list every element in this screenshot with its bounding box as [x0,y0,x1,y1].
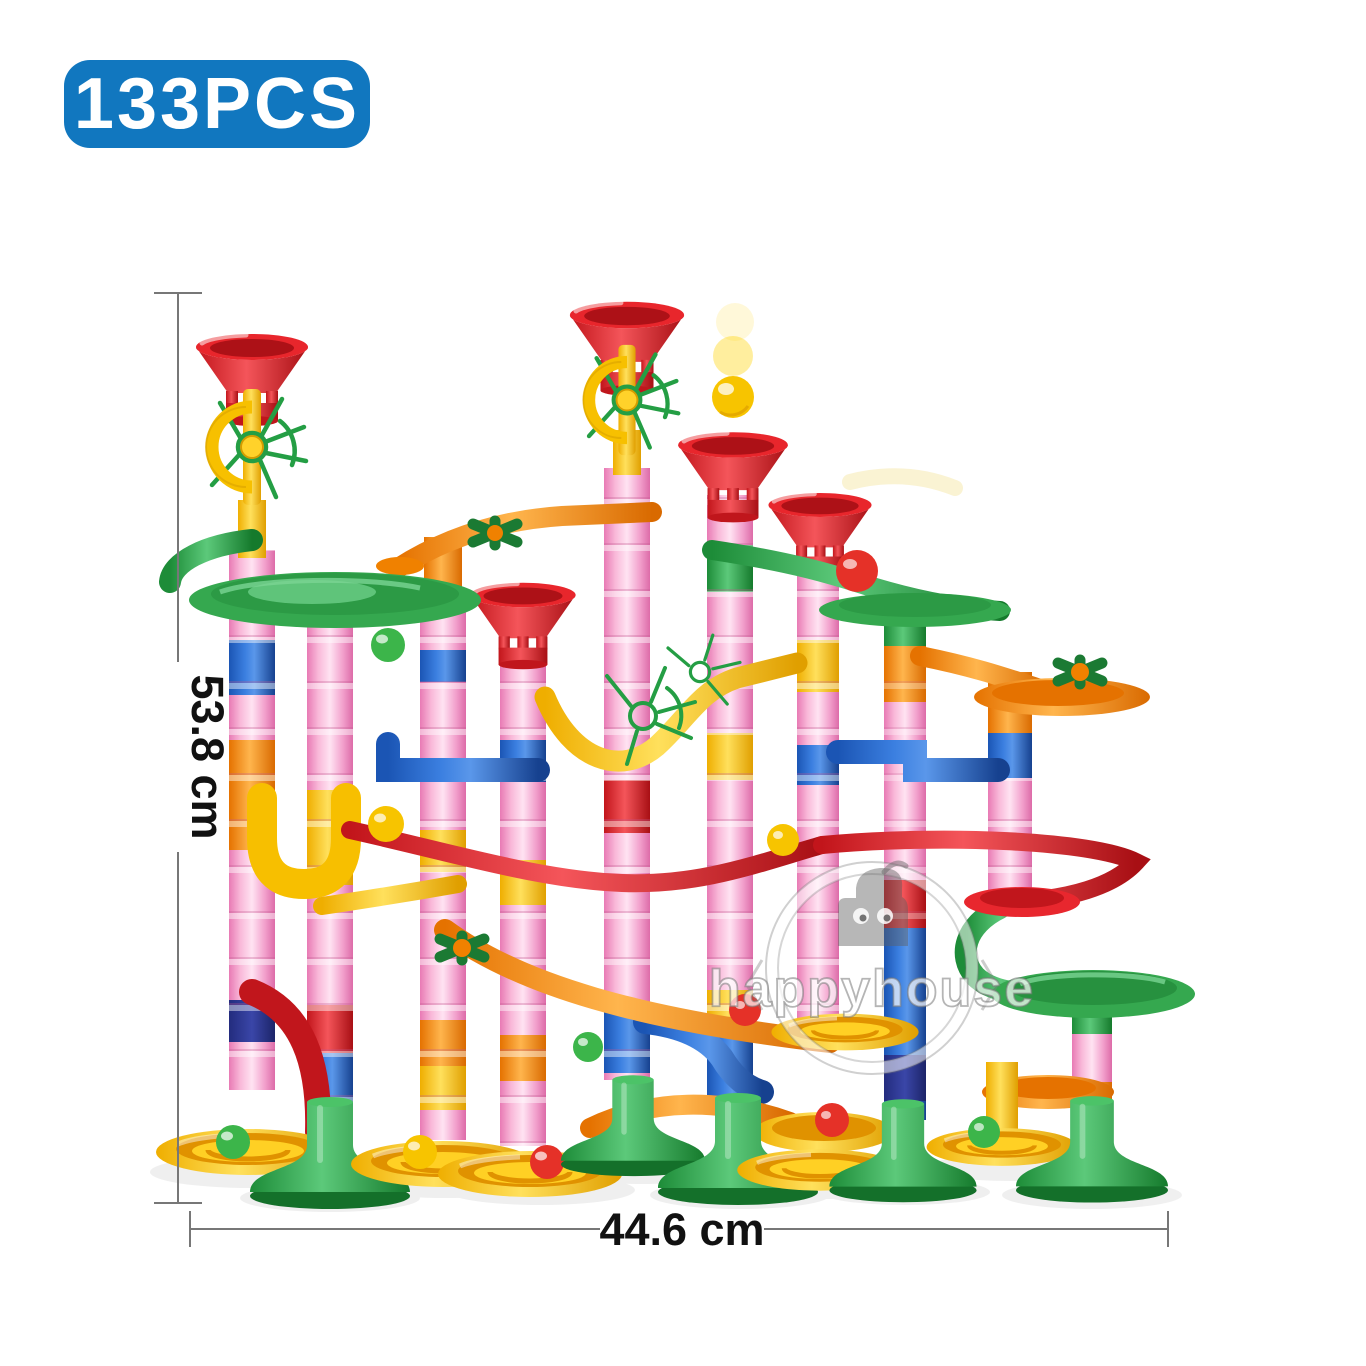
height-dimension [154,292,202,1204]
marble [371,628,405,662]
marble [368,806,404,842]
watermark: happyhouse [708,860,1035,1075]
green-slide-left [159,529,263,593]
green-gear-low [440,936,484,960]
width-dimension [189,1211,1169,1247]
faded-ramp [842,468,963,496]
pcs-badge-label: 133PCS [74,64,360,144]
yellow-u-turn [247,783,361,900]
marble [767,824,799,856]
yellow-ramp-left [313,875,467,915]
spinner-wheel-2 [583,345,678,455]
pcs-badge: 133PCS [64,60,370,148]
red-swoosh-ramp-right [813,830,1151,910]
marble [573,1032,603,1062]
green-gear-top [473,521,517,545]
orange-tray-right [974,660,1150,716]
marble-in-dish-2 [403,1135,437,1169]
tower-7 [797,558,839,1023]
blue-track-2b [376,732,550,782]
yellow-coil-dish [754,1103,894,1152]
big-green-dish-right [991,970,1195,1018]
dish-with-marble-6 [729,994,919,1050]
spinner-wheel-1 [206,389,306,505]
blue-track-3 [826,740,1010,782]
yellow-pedestal-dish [927,1062,1078,1166]
marble [836,550,878,592]
falling-marble-trail [712,303,754,418]
tower-4 [500,658,546,1146]
watermark-chevron-left [745,959,764,1011]
height-dimension-label: 53.8 cm [182,674,233,839]
yellow-zigzag-track [534,652,808,772]
green-star-spinner-1 [605,633,742,766]
width-dimension-label: 44.6 cm [599,1204,764,1255]
red-swoosh-ramp [341,821,831,893]
watermark-chevron-right [980,959,999,1011]
red-funnel-5 [470,583,575,669]
tower-6 [707,495,753,1100]
tower-5 [604,430,650,1080]
red-dish-right [964,887,1080,917]
marble-in-dish-3 [530,1145,564,1179]
marbles [368,550,878,1062]
green-spiral-dish-left [189,572,481,628]
tower-3 [420,537,466,1140]
watermark-text: happyhouse [709,960,1035,1018]
watermark-house-logo [838,860,909,946]
marble-in-dish-1 [216,1125,250,1159]
green-dish-mid [819,593,1011,627]
